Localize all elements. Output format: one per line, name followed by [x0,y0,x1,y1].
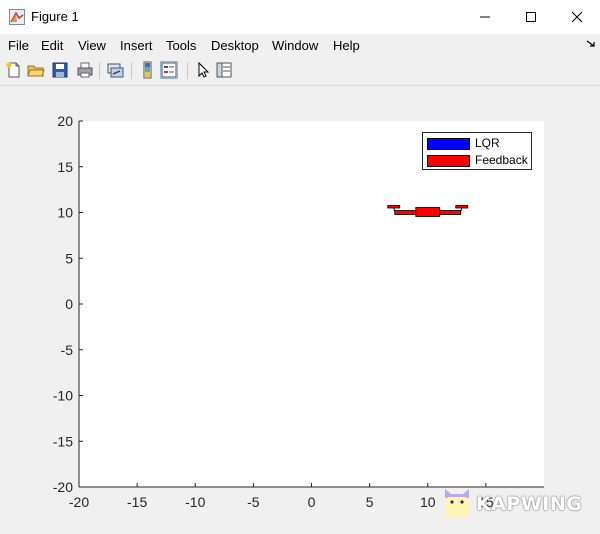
menu-edit[interactable]: Edit [41,38,64,53]
open-file-button[interactable] [27,61,45,79]
link-plot-button[interactable] [106,61,124,79]
quadrotor-rotor-left [387,205,401,209]
menu-insert[interactable]: Insert [120,38,153,53]
link-plot-icon [107,63,124,78]
maximize-button[interactable] [508,0,554,34]
legend[interactable]: LQR Feedback [422,132,532,170]
matlab-figure-icon [9,9,25,25]
y-tick-label: -15 [53,433,73,449]
x-tick-label: 0 [308,494,316,510]
x-tick-label: -20 [69,494,89,510]
close-icon [571,11,583,23]
save-icon [52,62,68,78]
kapwing-cat-logo [445,489,469,518]
insert-legend-button[interactable] [160,61,178,79]
y-tick-label: 15 [57,159,73,175]
y-tick-label: -10 [53,388,73,404]
insert-colorbar-button[interactable] [139,61,157,79]
title-bar: Figure 1 [0,0,600,34]
x-tick-label: -15 [127,494,147,510]
menu-window[interactable]: Window [272,38,319,53]
window-title: Figure 1 [31,9,79,24]
menu-file[interactable]: File [8,38,29,53]
menu-view[interactable]: View [78,38,106,53]
menu-help[interactable]: Help [333,38,360,53]
axes-background [79,121,544,487]
new-figure-icon [6,62,20,78]
menu-desktop[interactable]: Desktop [211,38,259,53]
insert-colorbar-icon [143,61,152,79]
toolbar-separator [187,62,188,79]
legend-swatch-lqr [427,138,470,150]
y-tick-label: 5 [65,250,73,266]
y-tick-label: 0 [65,296,73,312]
quadrotor-mark [387,205,469,217]
toolbar-separator [99,62,100,79]
edit-plot-arrow-icon [198,61,210,78]
dock-arrow-icon[interactable] [586,40,596,48]
minimize-icon [480,16,490,18]
toolbar-separator [131,62,132,79]
new-figure-button[interactable] [5,61,23,79]
minimize-button[interactable] [462,0,508,34]
edit-plot-button[interactable] [194,61,212,79]
save-button[interactable] [51,61,69,79]
legend-label-lqr: LQR [475,136,500,150]
close-button[interactable] [554,0,600,34]
open-file-icon [27,65,45,77]
x-tick-label: 15 [478,494,494,510]
maximize-icon [526,12,536,22]
quadrotor-rotor-right [455,205,469,209]
legend-label-feedback: Feedback [475,153,528,167]
kapwing-watermark: KAPWING [442,484,582,524]
property-inspector-icon [216,62,232,78]
y-tick-label: 20 [57,113,73,129]
x-tick-label: 10 [420,494,436,510]
property-inspector-button[interactable] [215,61,233,79]
figure-toolbar [0,57,600,86]
menu-bar: File Edit View Insert Tools Desktop Wind… [0,34,600,56]
legend-swatch-feedback [427,155,470,167]
x-tick-label: 5 [366,494,374,510]
print-button[interactable] [76,61,94,79]
quadrotor-body [415,207,441,217]
print-icon [77,62,93,78]
y-tick-label: 10 [57,205,73,221]
menu-tools[interactable]: Tools [166,38,197,53]
insert-legend-icon [161,62,177,78]
y-tick-label: -5 [61,342,74,358]
y-tick-label: -20 [53,479,73,495]
x-tick-label: -5 [247,494,260,510]
kapwing-text: KAPWING [476,493,583,515]
x-tick-label: -10 [185,494,205,510]
